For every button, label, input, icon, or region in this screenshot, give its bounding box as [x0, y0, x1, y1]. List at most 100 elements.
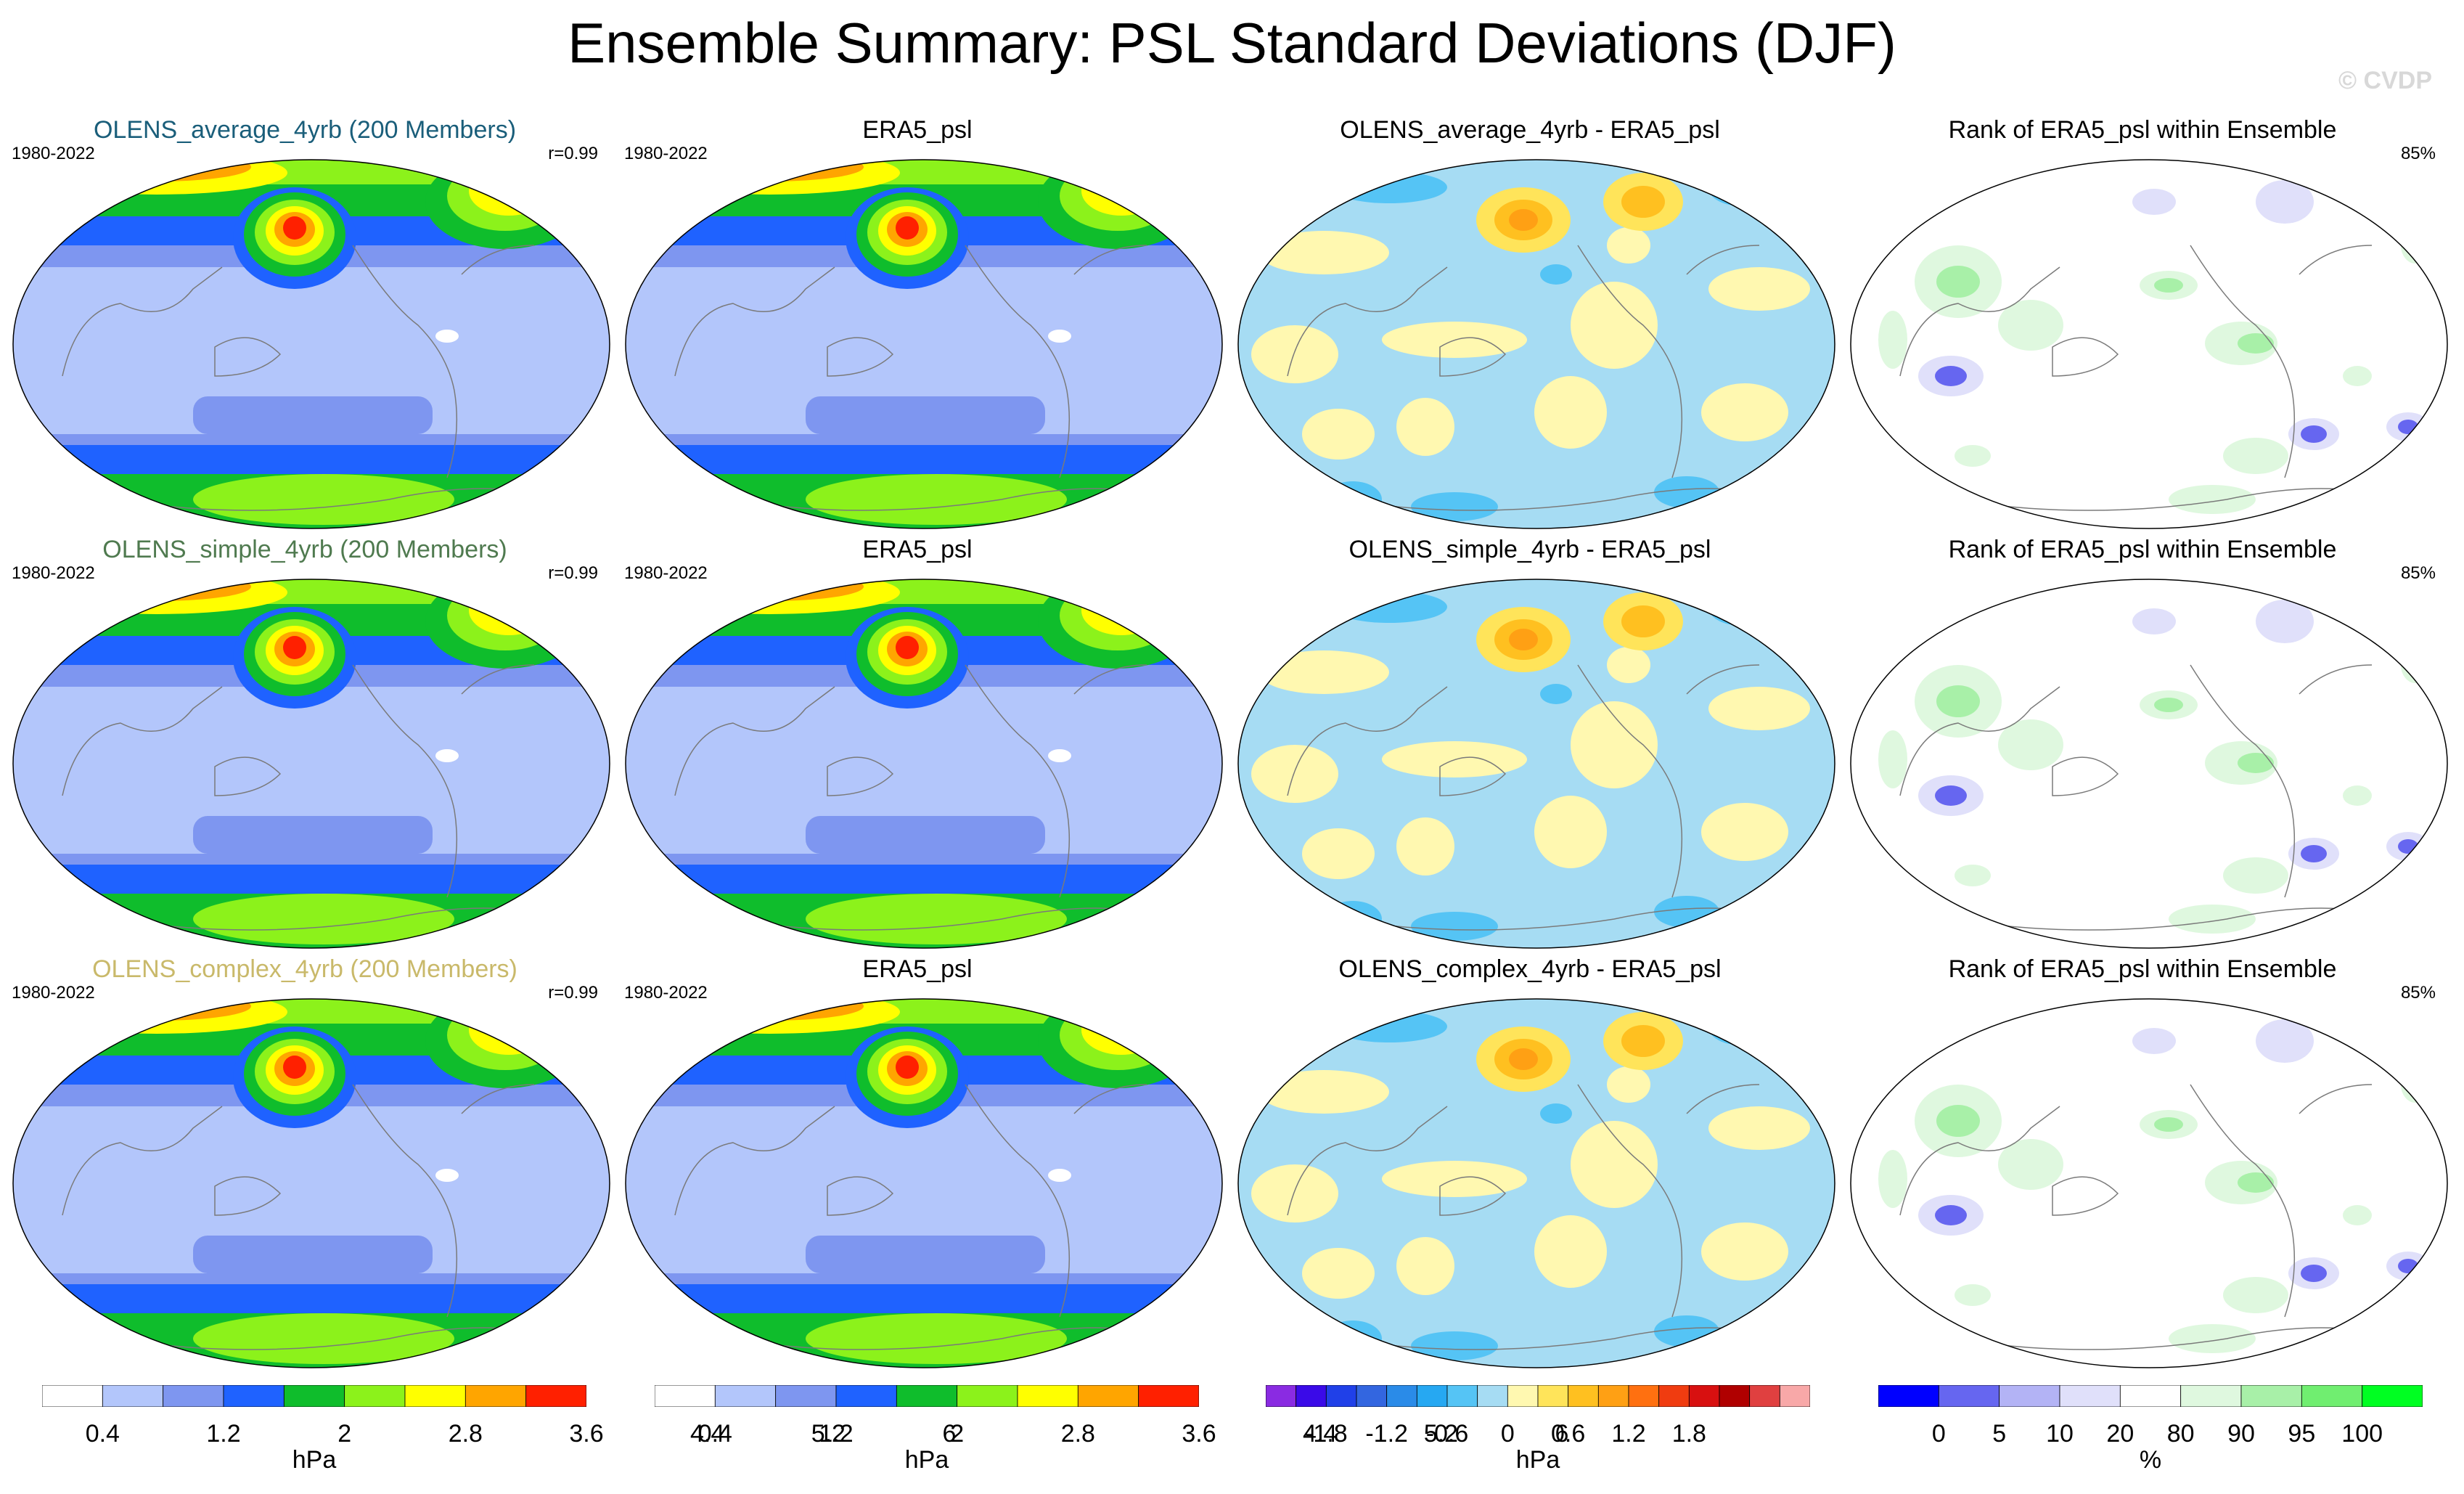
diff-panel: OLENS_simple_4yrb - ERA5_psl	[1225, 536, 1835, 953]
colorbar-swatch	[2240, 1385, 2302, 1407]
rank-percent-label: 85%	[2400, 563, 2436, 583]
rank-map	[1850, 159, 2448, 529]
colorbar-tick-label: 10	[2046, 1420, 2074, 1448]
colorbar-swatch	[1628, 1385, 1660, 1407]
model-panel-title: OLENS_complex_4yrb (200 Members)	[92, 955, 517, 983]
rank-colorbar: 0 5 10 20 80 90 95 100%	[1878, 1385, 2423, 1494]
colorbar-tick-label: 0.4	[85, 1420, 120, 1448]
colorbar-swatch	[223, 1385, 285, 1407]
colorbar-swatch	[896, 1385, 958, 1407]
colorbar-swatch	[1477, 1385, 1508, 1407]
obs-panel: ERA5_psl 1980-2022	[613, 116, 1223, 534]
colorbar-tick-label: 100	[2341, 1420, 2383, 1448]
period-label: 1980-2022	[624, 983, 708, 1003]
rank-panel: Rank of ERA5_psl within Ensemble 85%	[1838, 116, 2448, 534]
colorbar-tick-label: 3.6	[569, 1420, 604, 1448]
colorbar-tick-label: 2.8	[1060, 1420, 1095, 1448]
colorbar-unit-label: hPa	[904, 1446, 949, 1474]
colorbar-tick-label: -1.8	[1305, 1420, 1348, 1448]
colorbar-swatches	[1266, 1385, 1810, 1407]
model-panel-title: OLENS_simple_4yrb (200 Members)	[102, 536, 507, 563]
colorbar-tick-label: -1.2	[1365, 1420, 1408, 1448]
figure-title: Ensemble Summary: PSL Standard Deviation…	[568, 11, 1896, 75]
colorbar-swatch	[655, 1385, 716, 1407]
colorbar-tick-label: 0	[1931, 1420, 1946, 1448]
colorbar-swatch	[1266, 1385, 1297, 1407]
colorbar-tick-label: 1.8	[1671, 1420, 1706, 1448]
colorbar-swatch	[404, 1385, 466, 1407]
diff-map	[1237, 579, 1835, 949]
colorbar-swatch	[163, 1385, 224, 1407]
colorbar-swatch	[1507, 1385, 1539, 1407]
period-label: 1980-2022	[12, 144, 95, 163]
obs-map	[625, 579, 1223, 949]
colorbar-tick-label: 90	[2227, 1420, 2255, 1448]
colorbar-swatch	[1296, 1385, 1327, 1407]
colorbar-tick-label: 1.2	[206, 1420, 241, 1448]
colorbar-swatch	[1537, 1385, 1569, 1407]
model-panel: OLENS_complex_4yrb (200 Members) 1980-202…	[0, 955, 610, 1373]
rank-panel: Rank of ERA5_psl within Ensemble 85%	[1838, 536, 2448, 953]
obs-panel-title: ERA5_psl	[862, 536, 973, 563]
colorbar-swatch	[1356, 1385, 1388, 1407]
colorbar-swatch	[1138, 1385, 1199, 1407]
colorbar-swatch	[102, 1385, 164, 1407]
colorbar-unit-label: hPa	[1515, 1446, 1560, 1474]
colorbar-swatch	[1416, 1385, 1448, 1407]
rank-panel-title: Rank of ERA5_psl within Ensemble	[1948, 955, 2337, 983]
colorbar-swatch	[1719, 1385, 1751, 1407]
difference-colorbar: -1.8 -1.2 -0.6 0 0.6 1.2 1.8 hPa	[1266, 1385, 1810, 1494]
colorbar-swatch	[1568, 1385, 1599, 1407]
rank-panel-title: Rank of ERA5_psl within Ensemble	[1948, 536, 2337, 563]
colorbar-swatch	[1688, 1385, 1720, 1407]
colorbar-tick-label: 80	[2166, 1420, 2195, 1448]
model-map	[12, 579, 610, 949]
obs-panel: ERA5_psl 1980-2022	[613, 536, 1223, 953]
colorbar-tick-label: 4.4	[690, 1420, 725, 1448]
stddev-colorbar-model: 0.4 1.2 2 2.8 3.6 4.4 5.2 6 hPa	[42, 1385, 956, 1494]
diff-map	[1237, 998, 1835, 1368]
obs-map	[625, 159, 1223, 529]
colorbar-swatch	[714, 1385, 777, 1407]
colorbar-swatches	[1878, 1385, 2423, 1407]
colorbar-swatch	[283, 1385, 345, 1407]
rank-panel-title: Rank of ERA5_psl within Ensemble	[1948, 116, 2337, 144]
obs-panel-title: ERA5_psl	[862, 116, 973, 144]
colorbar-tick-label: 6	[942, 1420, 957, 1448]
colorbar-swatches	[42, 1385, 586, 1407]
rank-map	[1850, 579, 2448, 949]
colorbar-tick-label: 0	[1500, 1420, 1515, 1448]
colorbar-swatch	[464, 1385, 527, 1407]
colorbar-unit-label: hPa	[292, 1446, 337, 1474]
colorbar-swatch	[344, 1385, 406, 1407]
colorbar-tick-label: 6	[1555, 1420, 1569, 1448]
period-label: 1980-2022	[624, 563, 708, 583]
colorbar-tick-label: 2.8	[448, 1420, 483, 1448]
colorbar-swatch	[1446, 1385, 1478, 1407]
diff-panel: OLENS_complex_4yrb - ERA5_psl	[1225, 955, 1835, 1373]
colorbar-tick-label: 5.2	[1423, 1420, 1458, 1448]
obs-panel-title: ERA5_psl	[862, 955, 973, 983]
model-panel: OLENS_simple_4yrb (200 Members) 1980-2022…	[0, 536, 610, 953]
colorbar-swatch	[1597, 1385, 1629, 1407]
stddev-colorbar-obs: 0.4 1.2 2 2.8 3.6 4.4 5.2 6 hPa	[655, 1385, 1568, 1494]
colorbar-swatch	[1938, 1385, 2000, 1407]
colorbar-tick-label: -0.6	[1425, 1420, 1469, 1448]
colorbar-tick-label: 5	[1992, 1420, 2007, 1448]
colorbar-swatch	[525, 1385, 586, 1407]
colorbar-swatch	[42, 1385, 103, 1407]
diff-panel-title: OLENS_simple_4yrb - ERA5_psl	[1348, 536, 1711, 563]
diff-panel-title: OLENS_complex_4yrb - ERA5_psl	[1338, 955, 1722, 983]
colorbar-swatch	[1658, 1385, 1690, 1407]
colorbar-swatch	[1878, 1385, 1939, 1407]
colorbar-tick-label: 3.6	[1182, 1420, 1216, 1448]
colorbar-swatch	[1017, 1385, 1078, 1407]
colorbar-swatch	[835, 1385, 897, 1407]
colorbar-swatch	[957, 1385, 1018, 1407]
colorbar-swatch	[2362, 1385, 2423, 1407]
colorbar-tick-label: 2	[337, 1420, 352, 1448]
pattern-correlation-label: r=0.99	[548, 563, 598, 583]
model-panel-title: OLENS_average_4yrb (200 Members)	[93, 116, 517, 144]
colorbar-tick-label: 95	[2288, 1420, 2316, 1448]
rank-percent-label: 85%	[2400, 144, 2436, 163]
